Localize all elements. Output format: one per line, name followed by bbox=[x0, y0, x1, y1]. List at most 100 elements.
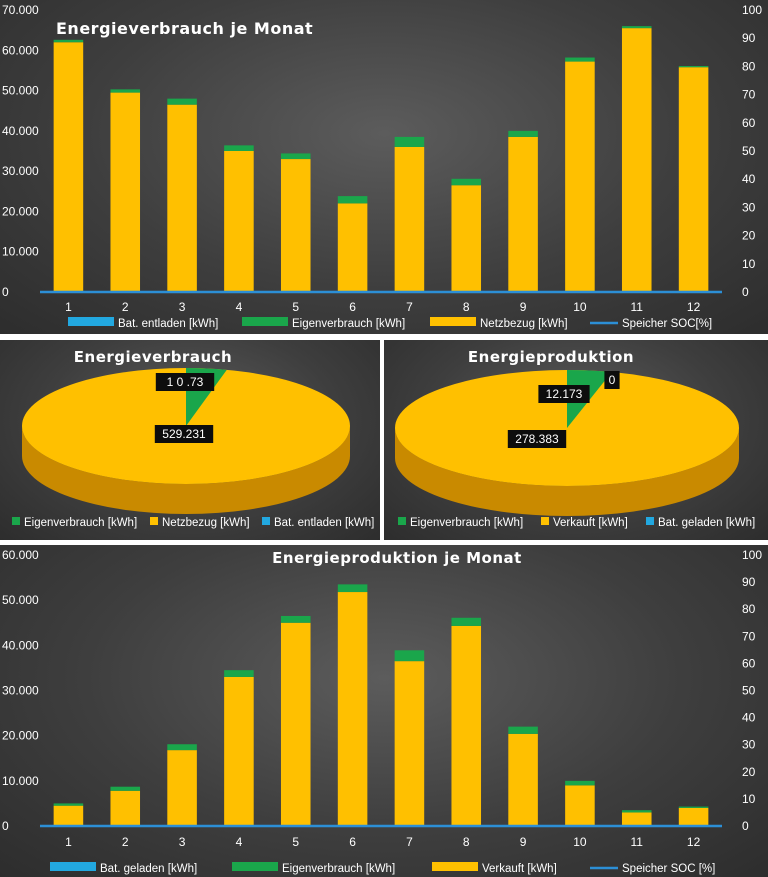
x-axis-tick-label: 12 bbox=[687, 835, 701, 849]
bar-eigen-4 bbox=[224, 145, 254, 151]
x-axis-tick-label: 5 bbox=[292, 835, 299, 849]
y2-axis-tick-label: 60 bbox=[742, 116, 756, 130]
bar-netz-8 bbox=[451, 625, 482, 826]
y-axis-tick-label: 20.000 bbox=[2, 729, 39, 743]
bar-netz-1 bbox=[53, 42, 84, 292]
x-axis-tick-label: 8 bbox=[463, 835, 470, 849]
y2-axis-tick-label: 50 bbox=[742, 144, 756, 158]
legend-swatch bbox=[646, 517, 654, 525]
bar-netz-11 bbox=[621, 812, 652, 826]
chart-title: Energieverbrauch bbox=[74, 348, 232, 366]
chart-title: Energieproduktion je Monat bbox=[272, 549, 522, 567]
y2-axis-tick-label: 90 bbox=[742, 575, 756, 589]
bar-eigen-5 bbox=[280, 153, 311, 160]
y-axis-tick-label: 40.000 bbox=[2, 124, 39, 138]
y2-axis-tick-label: 70 bbox=[742, 88, 756, 102]
chart-consumption-pie: Energieverbrauch 1 0 .73 529.231 Eigenverbr… bbox=[12, 348, 374, 529]
pie-data-label: 12.173 bbox=[546, 387, 583, 401]
bar-eigen-2 bbox=[110, 786, 141, 791]
y-axis-tick-label: 0 bbox=[2, 819, 9, 833]
legend-swatch bbox=[242, 317, 288, 326]
bar-netz-2 bbox=[110, 790, 141, 826]
legend-swatch bbox=[398, 517, 406, 525]
bar-eigen-9 bbox=[508, 130, 538, 137]
pie-data-label-box bbox=[154, 425, 214, 443]
legend-label: Verkauft [kWh] bbox=[482, 863, 557, 875]
bar-netz-4 bbox=[224, 676, 254, 826]
y2-axis-tick-label: 20 bbox=[742, 765, 756, 779]
pie-data-label: 1 0 .73 bbox=[167, 375, 204, 389]
bar-eigen-1 bbox=[53, 39, 84, 43]
bar-netz-6 bbox=[337, 203, 368, 292]
bar-eigen-11 bbox=[621, 26, 652, 29]
x-axis-tick-label: 2 bbox=[122, 835, 129, 849]
bar-netz-5 bbox=[280, 622, 311, 826]
x-axis-tick-label: 7 bbox=[406, 835, 413, 849]
bar-netz-9 bbox=[508, 733, 538, 826]
pie-data-label-box bbox=[155, 373, 215, 391]
bar-eigen-4 bbox=[224, 670, 254, 677]
bar-eigen-8 bbox=[451, 178, 482, 186]
chart-panel-consumption-monthly: Energieverbrauch je Monat 0 10.000 20.000 30… bbox=[0, 0, 768, 334]
bar-netz-7 bbox=[394, 661, 425, 826]
chart-panel-production-pie: Energieproduktion 12.173 278.383 0 Eigenverb… bbox=[384, 340, 768, 540]
bar-eigen-1 bbox=[53, 803, 84, 806]
pie-data-label-box bbox=[538, 385, 590, 403]
x-axis-tick-label: 8 bbox=[463, 300, 470, 314]
bar-netz-6 bbox=[337, 592, 368, 826]
legend-label: Eigenverbrauch [kWh] bbox=[410, 517, 523, 529]
y2-axis-tick-label: 40 bbox=[742, 172, 756, 186]
y2-axis-tick-label: 100 bbox=[742, 3, 762, 17]
legend-swatch bbox=[232, 862, 278, 871]
y-axis-tick-label: 70.000 bbox=[2, 3, 39, 17]
legend-label: Eigenverbrauch [kWh] bbox=[292, 318, 405, 330]
legend-swatch bbox=[262, 517, 270, 525]
legend-label: Eigenverbrauch [kWh] bbox=[282, 863, 395, 875]
legend-swatch bbox=[541, 517, 549, 525]
bar-eigen-5 bbox=[280, 615, 311, 623]
y-axis-tick-label: 40.000 bbox=[2, 638, 39, 652]
pie-data-label: 278.383 bbox=[515, 432, 559, 446]
chart-production-pie: Energieproduktion 12.173 278.383 0 Eigenverb… bbox=[395, 348, 755, 529]
bar-eigen-3 bbox=[167, 744, 197, 751]
bar-netz-10 bbox=[565, 61, 595, 292]
y2-axis-tick-label: 30 bbox=[742, 738, 756, 752]
y2-axis-tick-label: 80 bbox=[742, 602, 756, 616]
y2-axis-tick-label: 30 bbox=[742, 200, 756, 214]
y-axis-tick-label: 50.000 bbox=[2, 84, 39, 98]
y2-axis-tick-label: 60 bbox=[742, 656, 756, 670]
bar-eigen-8 bbox=[451, 617, 482, 626]
x-axis-tick-label: 4 bbox=[236, 300, 243, 314]
legend-label: Netzbezug [kWh] bbox=[162, 517, 250, 529]
chart-title: Energieproduktion bbox=[468, 348, 634, 366]
legend-swatch bbox=[432, 862, 478, 871]
bar-eigen-10 bbox=[565, 780, 595, 786]
bar-eigen-3 bbox=[167, 98, 197, 105]
x-axis-tick-label: 6 bbox=[349, 300, 356, 314]
y2-axis-tick-label: 70 bbox=[742, 629, 756, 643]
bar-netz-2 bbox=[110, 92, 141, 292]
bar-eigen-12 bbox=[678, 806, 709, 808]
x-axis-tick-label: 4 bbox=[236, 835, 243, 849]
y2-axis-tick-label: 0 bbox=[742, 285, 749, 299]
x-axis-tick-label: 3 bbox=[179, 300, 186, 314]
legend-label: Bat. geladen [kWh] bbox=[658, 517, 755, 529]
y2-axis-tick-label: 40 bbox=[742, 711, 756, 725]
legend-swatch bbox=[50, 862, 96, 871]
bar-netz-11 bbox=[621, 28, 652, 292]
chart-production-monthly: Energieproduktion je Monat 0 10.000 20.000 3… bbox=[2, 548, 762, 875]
legend-swatch bbox=[430, 317, 476, 326]
bar-netz-4 bbox=[224, 151, 254, 292]
chart-panel-production-monthly: Energieproduktion je Monat 0 10.000 20.000 3… bbox=[0, 545, 768, 877]
bar-netz-12 bbox=[678, 67, 709, 292]
chart-panel-consumption-pie: Energieverbrauch 1 0 .73 529.231 Eigenverbr… bbox=[0, 340, 380, 540]
bar-netz-3 bbox=[167, 750, 197, 826]
bar-eigen-7 bbox=[394, 136, 425, 147]
pie-data-label-box bbox=[507, 430, 567, 448]
bar-eigen-9 bbox=[508, 726, 538, 734]
bar-netz-10 bbox=[565, 785, 595, 826]
y-axis-tick-label: 50.000 bbox=[2, 593, 39, 607]
legend-label: Bat. entladen [kWh] bbox=[274, 517, 374, 529]
x-axis-tick-label: 12 bbox=[687, 300, 701, 314]
legend-label: Verkauft [kWh] bbox=[553, 517, 628, 529]
